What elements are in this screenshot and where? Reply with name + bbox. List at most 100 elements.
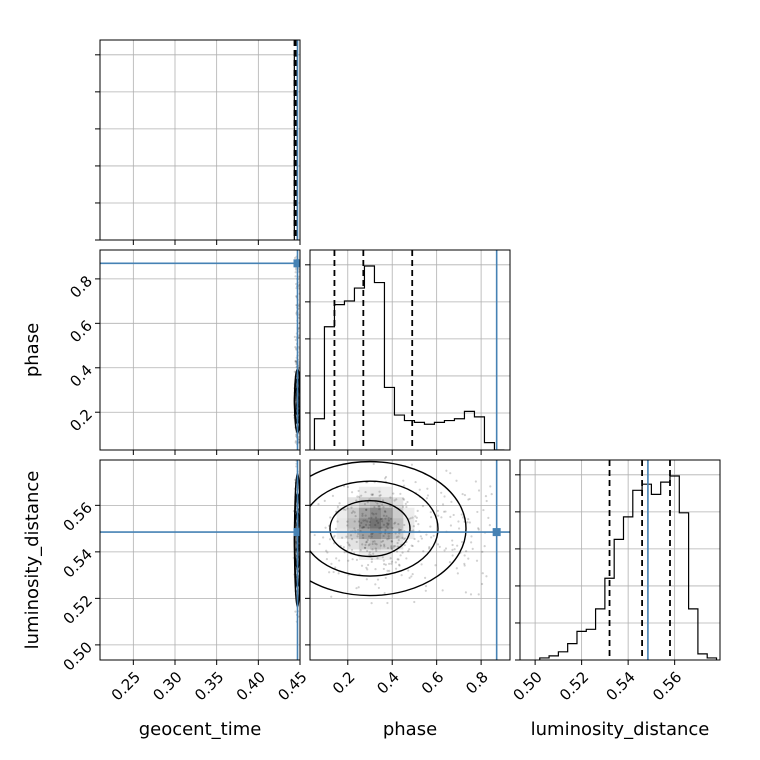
- sample-point: [444, 547, 448, 550]
- contour-2: [310, 460, 467, 597]
- sample-point: [445, 469, 448, 472]
- x-axis-label-geocent_time: geocent_time: [139, 719, 262, 740]
- sample-point: [333, 534, 336, 538]
- sample-point: [432, 534, 435, 537]
- sample-point: [464, 591, 467, 594]
- sample-point: [387, 522, 390, 525]
- sample-point: [364, 514, 367, 517]
- sample-point: [408, 576, 411, 579]
- sample-point: [346, 520, 349, 523]
- sample-point: [369, 554, 372, 557]
- sample-point: [378, 507, 381, 511]
- sample-point: [375, 512, 378, 515]
- sample-point: [416, 509, 419, 512]
- sample-point: [332, 536, 335, 539]
- sample-point: [436, 509, 439, 512]
- x-tick-label: 0.8: [462, 668, 492, 698]
- sample-point: [403, 523, 406, 527]
- sample-point: [294, 360, 297, 363]
- sample-point: [366, 501, 369, 504]
- sample-point: [368, 551, 371, 554]
- sample-point: [368, 543, 371, 546]
- sample-point: [364, 490, 367, 494]
- density-cell: [370, 518, 382, 529]
- x-tick-label: 0.40: [233, 668, 269, 704]
- sample-point: [294, 440, 297, 443]
- sample-point: [413, 600, 416, 604]
- sample-point: [395, 536, 398, 539]
- sample-point: [353, 511, 356, 514]
- sample-point: [325, 558, 328, 561]
- sample-point: [330, 595, 333, 598]
- sample-point: [424, 576, 427, 580]
- sample-point: [370, 558, 374, 561]
- sample-point: [440, 516, 443, 519]
- sample-point: [366, 568, 369, 571]
- sample-point: [297, 548, 300, 551]
- sample-point: [365, 540, 368, 543]
- sample-point: [346, 524, 349, 527]
- density-cell: [295, 540, 298, 551]
- density-cell: [295, 519, 298, 530]
- sample-point: [381, 556, 384, 559]
- sample-point: [484, 495, 488, 498]
- sample-point: [364, 519, 367, 522]
- sample-point: [424, 589, 427, 592]
- sample-point: [449, 472, 452, 475]
- sample-point: [359, 549, 362, 552]
- density-cell: [301, 530, 303, 540]
- sample-point: [393, 522, 396, 525]
- y-axis-label-luminosity_distance: luminosity_distance: [22, 471, 43, 650]
- sample-point: [443, 549, 446, 552]
- density-cell: [381, 507, 393, 519]
- sample-point: [443, 495, 446, 498]
- density-cell: [298, 391, 300, 402]
- sample-point: [410, 463, 414, 466]
- sample-point: [384, 475, 388, 479]
- sample-point: [347, 559, 350, 562]
- sample-point: [294, 346, 297, 349]
- sample-point: [483, 545, 486, 548]
- sample-point: [382, 559, 385, 562]
- sample-point: [348, 544, 351, 547]
- sample-point: [482, 508, 485, 512]
- sample-point: [383, 562, 386, 566]
- sample-point: [407, 550, 410, 553]
- contour-1: [310, 480, 439, 577]
- sample-point: [380, 517, 383, 521]
- density-cell: [358, 549, 370, 560]
- sample-point: [399, 554, 402, 557]
- sample-point: [382, 523, 386, 526]
- sample-point: [382, 514, 386, 517]
- sample-point: [456, 544, 459, 547]
- sample-point: [347, 543, 350, 546]
- sample-point: [343, 551, 346, 554]
- sample-point: [346, 507, 349, 510]
- sample-point: [293, 256, 297, 260]
- density-cell: [295, 391, 298, 402]
- sample-point: [451, 543, 454, 547]
- sample-point: [338, 559, 341, 562]
- sample-point: [326, 551, 329, 554]
- sample-point: [471, 547, 474, 550]
- sample-point: [477, 489, 481, 492]
- sample-point: [375, 543, 378, 546]
- sample-point: [342, 546, 346, 549]
- sample-point: [397, 539, 400, 542]
- sample-point: [377, 586, 380, 590]
- sample-point: [457, 527, 461, 530]
- density-cell: [298, 550, 300, 562]
- sample-point: [401, 536, 404, 539]
- sample-point: [350, 511, 353, 514]
- sample-point: [463, 554, 466, 557]
- y-axis-label-phase: phase: [22, 323, 43, 377]
- sample-point: [475, 559, 479, 562]
- density-cell: [347, 518, 359, 529]
- sample-point: [334, 510, 338, 513]
- sample-point: [355, 499, 358, 502]
- density-cell: [347, 507, 359, 519]
- sample-point: [396, 545, 399, 548]
- sample-point: [350, 491, 354, 494]
- sample-point: [365, 566, 368, 569]
